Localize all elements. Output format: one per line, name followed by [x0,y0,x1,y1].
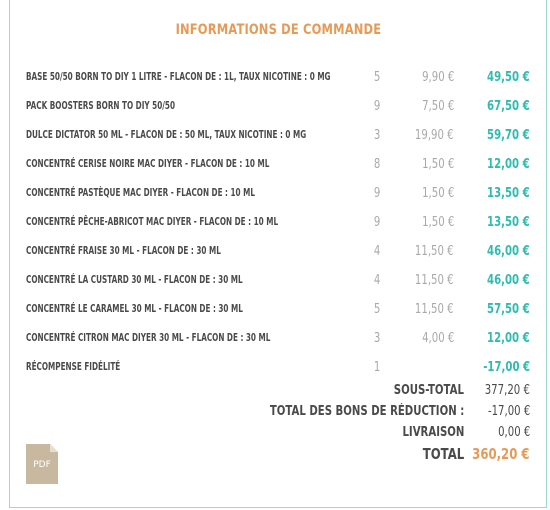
discount-value: -17,00 € [487,404,530,419]
item-quantity: 5 [373,70,380,85]
item-line-total: -17,00 € [483,360,530,375]
item-line-total: 46,00 € [487,244,530,259]
item-name: CONCENTRÉ CITRON MAC DIYER 30 ML - FLACO… [26,331,271,344]
pdf-file-icon [26,444,58,484]
item-line-total: 12,00 € [487,331,530,346]
item-line-total: 13,50 € [487,215,530,230]
order-item-row: CONCENTRÉ LA CUSTARD 30 ML - FLACON DE :… [0,269,550,293]
item-name: DULCE DICTATOR 50 ML - FLACON DE : 50 ML… [26,128,307,141]
grand-total-label: TOTAL [422,445,464,463]
item-name: BASE 50/50 BORN TO DIY 1 LITRE - FLACON … [26,70,331,83]
order-item-row: CONCENTRÉ CERISE NOIRE MAC DIYER - FLACO… [0,153,550,177]
pdf-download-button[interactable]: PDF [26,444,58,484]
item-name: RÉCOMPENSE FIDÉLITÉ [26,360,121,373]
item-name: CONCENTRÉ CERISE NOIRE MAC DIYER - FLACO… [26,157,270,170]
item-quantity: 3 [373,331,380,346]
item-unit-price: 11,50 € [415,302,454,317]
shipping-label: LIVRAISON [402,425,464,440]
item-unit-price: 1,50 € [421,157,454,172]
item-line-total: 59,70 € [487,128,530,143]
subtotal-row: SOUS-TOTAL 377,20 € [0,383,550,403]
order-item-row: CONCENTRÉ CITRON MAC DIYER 30 ML - FLACO… [0,327,550,351]
pdf-label: PDF [33,460,51,470]
subtotal-label: SOUS-TOTAL [393,383,464,398]
item-unit-price: 19,90 € [415,128,454,143]
grand-total-row: TOTAL 360,20 € [0,445,550,465]
item-quantity: 1 [373,360,380,375]
subtotal-value: 377,20 € [484,383,530,398]
order-info-title: INFORMATIONS DE COMMANDE [175,22,382,38]
item-name: CONCENTRÉ FRAISE 30 ML - FLACON DE : 30 … [26,244,221,257]
item-unit-price: 4,00 € [421,331,454,346]
item-name: PACK BOOSTERS BORN TO DIY 50/50 [26,99,176,112]
item-unit-price: 11,50 € [415,273,454,288]
item-name: CONCENTRÉ LE CARAMEL 30 ML - FLACON DE :… [26,302,243,315]
item-quantity: 3 [373,128,380,143]
shipping-value: 0,00 € [497,425,530,440]
order-panel [9,0,547,508]
item-quantity: 9 [373,186,380,201]
order-item-row: CONCENTRÉ LE CARAMEL 30 ML - FLACON DE :… [0,298,550,322]
shipping-row: LIVRAISON 0,00 € [0,425,550,445]
item-quantity: 9 [373,215,380,230]
order-item-row: CONCENTRÉ PÊCHE-ABRICOT MAC DIYER - FLAC… [0,211,550,235]
item-line-total: 12,00 € [487,157,530,172]
order-item-row: BASE 50/50 BORN TO DIY 1 LITRE - FLACON … [0,66,550,90]
item-name: CONCENTRÉ LA CUSTARD 30 ML - FLACON DE :… [26,273,243,286]
order-item-row: CONCENTRÉ FRAISE 30 ML - FLACON DE : 30 … [0,240,550,264]
item-unit-price: 9,90 € [421,70,454,85]
item-name: CONCENTRÉ PÊCHE-ABRICOT MAC DIYER - FLAC… [26,215,279,228]
item-quantity: 4 [373,273,380,288]
item-line-total: 46,00 € [487,273,530,288]
order-item-row: CONCENTRÉ PASTÈQUE MAC DIYER - FLACON DE… [0,182,550,206]
item-line-total: 57,50 € [487,302,530,317]
order-item-row: RÉCOMPENSE FIDÉLITÉ 1 -17,00 € [0,356,550,380]
item-quantity: 9 [373,99,380,114]
item-unit-price: 1,50 € [421,186,454,201]
item-name: CONCENTRÉ PASTÈQUE MAC DIYER - FLACON DE… [26,186,255,199]
order-item-row: DULCE DICTATOR 50 ML - FLACON DE : 50 ML… [0,124,550,148]
item-quantity: 8 [373,157,380,172]
item-quantity: 4 [373,244,380,259]
item-unit-price: 11,50 € [415,244,454,259]
item-line-total: 49,50 € [487,70,530,85]
item-unit-price: 1,50 € [421,215,454,230]
grand-total-value: 360,20 € [472,445,530,463]
item-line-total: 67,50 € [487,99,530,114]
order-item-row: PACK BOOSTERS BORN TO DIY 50/50 9 7,50 € 67… [0,95,550,119]
item-unit-price: 7,50 € [421,99,454,114]
discount-row: TOTAL DES BONS DE RÉDUCTION : -17,00 € [0,404,550,424]
discount-label: TOTAL DES BONS DE RÉDUCTION : [269,404,464,419]
item-quantity: 5 [373,302,380,317]
item-line-total: 13,50 € [487,186,530,201]
